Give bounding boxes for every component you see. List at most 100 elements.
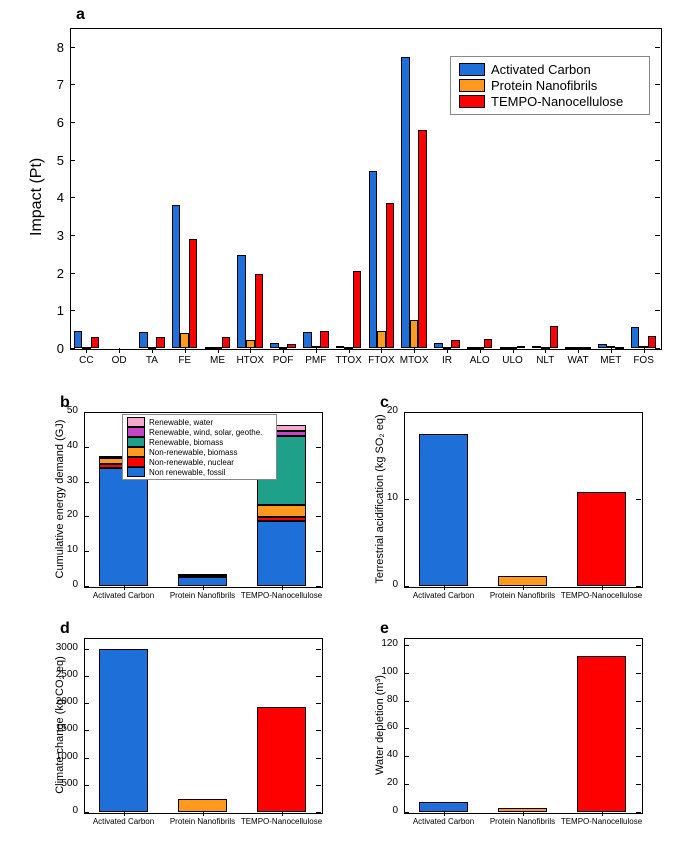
panel-a-xtick-label: ALO xyxy=(462,355,498,366)
panel-e-xlabel: TEMPO-Nanocellulose xyxy=(557,817,647,826)
panel-a-bar xyxy=(377,331,386,348)
panel-a-bar xyxy=(205,347,214,349)
legend-item: Renewable, wind, solar, geothe. xyxy=(127,427,272,437)
panel-c-xlabel: Activated Carbon xyxy=(399,591,489,600)
panel-a-bar xyxy=(180,333,189,348)
legend-text: Non-renewable, biomass xyxy=(149,448,238,457)
panel-a-bar xyxy=(401,57,410,348)
panel-a-bar xyxy=(475,347,484,349)
panel-b-xlabel: TEMPO-Nanocellulose xyxy=(237,591,327,600)
legend-item: Activated Carbon xyxy=(459,62,641,77)
panel-c-bar xyxy=(577,492,626,586)
panel-a-bar xyxy=(484,339,493,348)
panel-a-xtick-label: TTOX xyxy=(331,355,367,366)
panel-a-bar xyxy=(336,346,345,348)
panel-d-xlabel: Activated Carbon xyxy=(79,817,169,826)
panel-a-bar xyxy=(82,347,91,349)
legend-text: Renewable, wind, solar, geothe. xyxy=(149,428,262,437)
panel-a-bar xyxy=(139,332,148,348)
panel-a-bar xyxy=(565,347,574,349)
panel-a-bar xyxy=(517,346,526,348)
panel-a-xtick-label: CC xyxy=(68,355,104,366)
panel-a-bar xyxy=(500,347,509,349)
panel-a-xtick-label: HTOX xyxy=(232,355,268,366)
figure-root: a012345678Impact (Pt)CCODTAFEMEHTOXPOFPM… xyxy=(0,0,685,845)
panel-a-bar xyxy=(541,347,550,349)
panel-c-bar xyxy=(498,576,547,586)
panel-a-bar xyxy=(607,346,616,348)
panel-a-bar xyxy=(434,343,443,348)
panel-a-bar xyxy=(344,347,353,349)
panel-a-xtick-label: TA xyxy=(134,355,170,366)
legend-text: Non-renewable, nuclear xyxy=(149,458,234,467)
panel-a-bar xyxy=(467,347,476,349)
legend-item: Non-renewable, nuclear xyxy=(127,457,272,467)
legend-text: TEMPO-Nanocellulose xyxy=(491,94,623,109)
legend-swatch xyxy=(459,95,485,108)
legend-item: Protein Nanofibrils xyxy=(459,78,641,93)
panel-b-bar-segment xyxy=(257,517,306,521)
panel-a-xtick-label: PMF xyxy=(298,355,334,366)
panel-a-bar xyxy=(574,347,583,349)
panel-d-bar xyxy=(257,707,306,812)
legend-swatch xyxy=(459,79,485,92)
panel-c-bar xyxy=(419,434,468,586)
panel-a-xtick-label: WAT xyxy=(560,355,596,366)
panel-a-xtick-label: ULO xyxy=(495,355,531,366)
panel-a-xtick-label: IR xyxy=(429,355,465,366)
panel-a-ytick-label: 7 xyxy=(22,77,64,92)
panel-a-bar xyxy=(148,347,157,349)
panel-a-bar xyxy=(213,347,222,349)
panel-a-label: a xyxy=(76,6,85,24)
panel-e-bar xyxy=(577,656,626,812)
panel-a-xtick-label: OD xyxy=(101,355,137,366)
panel-e-xlabel: Protein Nanofibrils xyxy=(478,817,568,826)
panel-a-bar xyxy=(451,340,460,348)
panel-a-xtick-label: ME xyxy=(200,355,236,366)
panel-b-bar-segment xyxy=(178,577,227,586)
panel-b-xlabel: Protein Nanofibrils xyxy=(158,591,248,600)
panel-e-ylabel: Water depletion (m³) xyxy=(374,638,386,812)
panel-a-ytick-label: 6 xyxy=(22,115,64,130)
legend-swatch xyxy=(127,447,145,457)
panel-a-xtick-label: FE xyxy=(167,355,203,366)
panel-a-ytick-label: 8 xyxy=(22,40,64,55)
panel-a-bar xyxy=(172,205,181,348)
panel-b-bar-segment xyxy=(99,468,148,586)
panel-e-label: e xyxy=(380,620,389,638)
panel-b-ylabel: Cumulative energy demand (GJ) xyxy=(54,412,66,586)
legend-text: Protein Nanofibrils xyxy=(491,78,597,93)
panel-a-bar xyxy=(598,344,607,348)
legend-text: Renewable, biomass xyxy=(149,438,223,447)
panel-e-xlabel: Activated Carbon xyxy=(399,817,489,826)
panel-b-bar-segment xyxy=(178,574,227,576)
panel-b-xlabel: Activated Carbon xyxy=(79,591,169,600)
legend-swatch xyxy=(127,467,145,477)
panel-a-bar xyxy=(74,331,83,348)
panel-a-bar xyxy=(320,331,329,348)
panel-c-xlabel: Protein Nanofibrils xyxy=(478,591,568,600)
panel-c-ylabel: Terrestrial acidification (kg SO₂ eq) xyxy=(374,412,386,586)
panel-a-bar xyxy=(532,346,541,348)
panel-d-bar xyxy=(178,799,227,812)
panel-b-bar-segment xyxy=(257,505,306,516)
panel-a-bar xyxy=(287,344,296,348)
panel-a-bar xyxy=(237,255,246,348)
panel-c-xlabel: TEMPO-Nanocellulose xyxy=(557,591,647,600)
panel-e-bar xyxy=(498,808,547,812)
panel-a-xtick-label: POF xyxy=(265,355,301,366)
panel-a-bar xyxy=(255,274,264,348)
panel-a-bar xyxy=(615,347,624,349)
legend-text: Non renewable, fossil xyxy=(149,468,225,477)
legend-swatch xyxy=(127,417,145,427)
panel-a-bar xyxy=(270,343,279,348)
panel-a-bar xyxy=(246,340,255,348)
legend-item: TEMPO-Nanocellulose xyxy=(459,94,641,109)
legend-text: Renewable, water xyxy=(149,418,213,427)
panel-a-bar xyxy=(312,346,321,348)
panel-a-bar xyxy=(189,239,198,348)
panel-a-xtick-label: MTOX xyxy=(396,355,432,366)
legend-item: Non-renewable, biomass xyxy=(127,447,272,457)
panel-a-xtick-label: FTOX xyxy=(363,355,399,366)
legend-swatch xyxy=(127,457,145,467)
